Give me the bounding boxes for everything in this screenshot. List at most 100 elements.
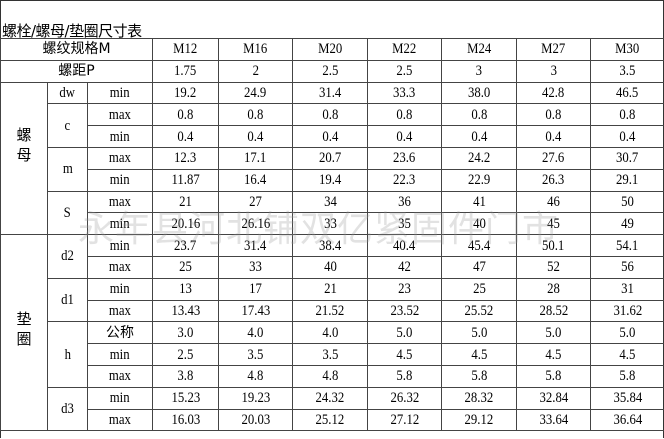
value-cell: 20.16 [152, 212, 219, 236]
value-cell: 40 [441, 212, 517, 236]
value-cell: 17.43 [218, 299, 293, 323]
value-cell: 5.8 [441, 364, 517, 388]
value-cell: 46.5 [590, 81, 664, 105]
sub-label: 公称 [87, 321, 153, 345]
value-cell: 35.84 [590, 386, 664, 410]
value-cell: 29.12 [441, 408, 517, 432]
value-cell: 56 [590, 255, 664, 279]
header-label: 螺纹规格M [0, 38, 153, 61]
value-cell: 3.5 [218, 343, 293, 366]
value-cell: 32.84 [516, 386, 591, 410]
value-cell: 40.4 [367, 234, 442, 257]
value-cell: 26.32 [367, 386, 442, 410]
value-cell: 4.0 [218, 321, 293, 345]
table-row: 螺 母 dw min 19.2 24.9 31.4 33.3 38.0 42.8 46.5 [0, 81, 664, 236]
value-cell: 27.12 [367, 408, 442, 432]
value-cell: 4.8 [292, 364, 368, 388]
value-cell: 4.5 [590, 343, 664, 366]
param-label: m [47, 146, 88, 192]
value-cell: 0.8 [441, 103, 517, 127]
size-header: M27 [516, 38, 591, 61]
param-label: d3 [47, 386, 88, 432]
value-cell: 5.0 [441, 321, 517, 345]
table-row: max 25 33 40 42 47 52 56 [1, 255, 664, 279]
value-cell: 50.1 [516, 234, 591, 257]
value-cell: 21 [292, 277, 368, 301]
group-label: 螺 母 [0, 81, 48, 236]
param-label: d1 [47, 277, 88, 323]
size-header: M16 [218, 38, 293, 61]
sub-label: max [87, 146, 153, 170]
value-cell: 22.9 [441, 168, 517, 192]
size-table: 螺纹规格M M12 M16 M20 M22 M24 M27 M30 螺距P 1.75 2 2.5… [0, 38, 664, 432]
value-cell: 24.2 [441, 146, 517, 170]
value-cell: 19.4 [292, 168, 368, 192]
value-cell: 5.0 [516, 321, 591, 345]
value-cell: 19.2 [152, 81, 219, 105]
value-cell: 0.4 [292, 125, 368, 148]
value-cell: 22.3 [367, 168, 442, 192]
value-cell: 36 [367, 190, 442, 214]
pitch-value: 2.5 [292, 59, 368, 83]
sub-label: max [87, 190, 153, 214]
size-header: M30 [590, 38, 664, 61]
value-cell: 23.7 [152, 234, 219, 257]
sub-label: min [87, 343, 153, 366]
value-cell: 23 [367, 277, 442, 301]
size-header: M22 [367, 38, 442, 61]
value-cell: 11.87 [152, 168, 219, 192]
value-cell: 0.4 [516, 125, 591, 148]
group-label: 垫 圈 [0, 234, 48, 432]
value-cell: 5.0 [367, 321, 442, 345]
value-cell: 26.3 [516, 168, 591, 192]
pitch-value: 3 [516, 59, 591, 83]
value-cell: 19.23 [218, 386, 293, 410]
value-cell: 38.0 [441, 81, 517, 105]
param-label: dw [47, 81, 88, 105]
value-cell: 5.0 [590, 321, 664, 345]
value-cell: 15.23 [152, 386, 219, 410]
sub-label: min [87, 125, 153, 148]
value-cell: 28.32 [441, 386, 517, 410]
table-row: min 11.87 16.4 19.4 22.3 22.9 26.3 29.1 [1, 168, 664, 192]
header-row: 螺纹规格M M12 M16 M20 M22 M24 M27 M30 [0, 38, 664, 61]
value-cell: 0.4 [367, 125, 442, 148]
value-cell: 3.0 [152, 321, 219, 345]
size-header: M12 [152, 38, 219, 61]
param-label: h [47, 321, 88, 388]
pitch-row: 螺距P 1.75 2 2.5 2.5 3 3 3.5 [0, 59, 664, 83]
value-cell: 33.64 [516, 408, 591, 432]
value-cell: 3.8 [152, 364, 219, 388]
value-cell: 16.4 [218, 168, 293, 192]
value-cell: 24.9 [218, 81, 293, 105]
table-row: m max 12.3 17.1 20.7 23.6 24.2 27.6 30.7 [1, 146, 664, 192]
sub-label: min [87, 212, 153, 236]
param-label: S [47, 190, 88, 236]
table-row: 垫 圈 d2 min 23.7 31.4 38.4 40.4 45.4 50.1 54.1 [0, 234, 664, 432]
value-cell: 33.3 [367, 81, 442, 105]
value-cell: 41 [441, 190, 517, 214]
size-header: M20 [292, 38, 368, 61]
sub-label: max [87, 364, 153, 388]
value-cell: 27 [218, 190, 293, 214]
table-row: d1 min 13 17 21 23 25 28 31 [1, 277, 664, 323]
value-cell: 25 [152, 255, 219, 279]
table-title: 螺栓/螺母/垫圈尺寸表 [2, 22, 142, 40]
value-cell: 20.7 [292, 146, 368, 170]
value-cell: 13.43 [152, 299, 219, 323]
sub-label: min [87, 277, 153, 301]
value-cell: 29.1 [590, 168, 664, 192]
value-cell: 33 [218, 255, 293, 279]
table-row: min 20.16 26.16 33 35 40 45 49 [1, 212, 664, 236]
table-row: h 公称 3.0 4.0 4.0 5.0 5.0 5.0 5.0 [1, 321, 664, 388]
value-cell: 23.6 [367, 146, 442, 170]
value-cell: 27.6 [516, 146, 591, 170]
value-cell: 42 [367, 255, 442, 279]
value-cell: 31.4 [218, 234, 293, 257]
value-cell: 0.4 [590, 125, 664, 148]
sub-label: max [87, 299, 153, 323]
value-cell: 0.8 [218, 103, 293, 127]
value-cell: 46 [516, 190, 591, 214]
size-header: M24 [441, 38, 517, 61]
value-cell: 24.32 [292, 386, 368, 410]
